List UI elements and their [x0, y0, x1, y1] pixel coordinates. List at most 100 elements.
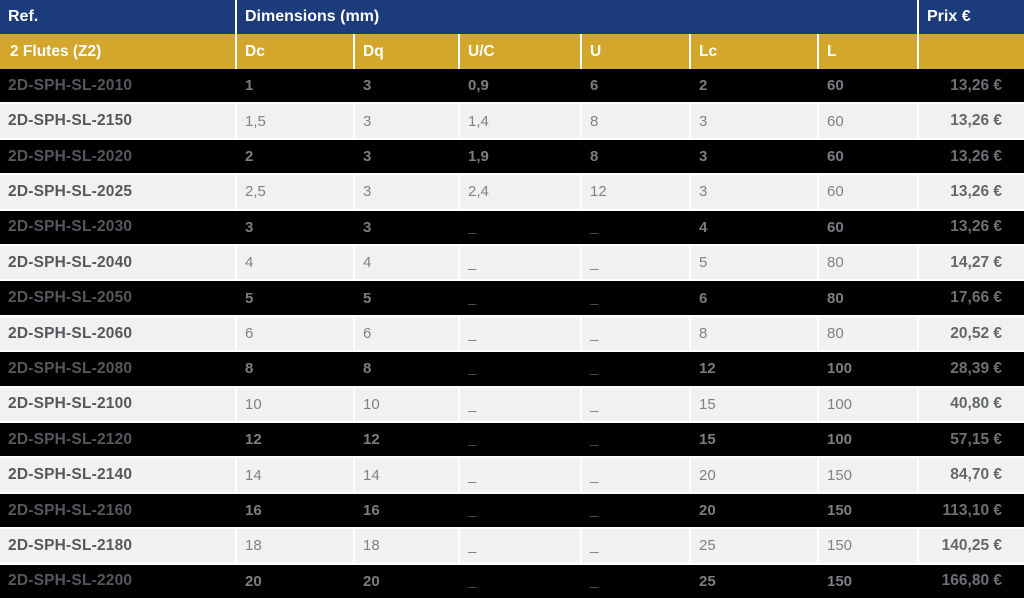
uc-cell: _	[458, 529, 580, 563]
header-dc-label: Dc	[235, 34, 353, 69]
prix-cell: 40,80 €	[917, 387, 1024, 422]
u-cell: _	[580, 316, 689, 351]
lc-cell: 12	[699, 360, 716, 378]
l-cell: 60	[827, 218, 844, 236]
l-cell: 100	[827, 360, 853, 378]
l-cell: 60	[827, 148, 844, 166]
ref-cell: 2D-SPH-SL-2025	[8, 182, 133, 200]
dq-cell: 10	[353, 387, 458, 422]
prix-cell: 13,26 €	[917, 104, 1024, 138]
uc-cell: 0,9	[468, 77, 489, 95]
dc-cell: 1	[245, 77, 254, 95]
table-row: 2D-SPH-SL-2200 20 20 _ _ 25 150 166,80 €	[0, 562, 1024, 598]
table-row: 2D-SPH-SL-2160 16 16 _ _ 20 150 113,10 €	[0, 491, 1024, 528]
dc-cell: 18	[235, 529, 353, 563]
header-dq-label: Dq	[353, 34, 458, 69]
dc-cell: 6	[235, 316, 353, 351]
table-header-sub: 2 Flutes (Z2) Dc Dq U/C U Lc L	[0, 34, 1024, 69]
dc-cell: 3	[245, 218, 254, 236]
uc-cell: _	[458, 316, 580, 351]
ref-cell: 2D-SPH-SL-2020	[8, 147, 133, 165]
l-cell: 80	[827, 289, 844, 307]
prix-cell: 14,27 €	[917, 246, 1024, 280]
dq-cell: 3	[363, 148, 372, 166]
table-row: 2D-SPH-SL-2040 4 4 _ _ 5 80 14,27 €	[0, 244, 1024, 280]
lc-cell: 15	[689, 387, 817, 422]
ref-cell: 2D-SPH-SL-2010	[8, 76, 133, 94]
lc-cell: 25	[689, 529, 817, 563]
header-prix-label: Prix €	[917, 0, 1024, 34]
prix-cell: 13,26 €	[950, 218, 1002, 236]
uc-cell: _	[458, 246, 580, 280]
u-cell: 8	[580, 104, 689, 138]
uc-cell: _	[468, 502, 477, 520]
table-row: 2D-SPH-SL-2030 3 3 _ _ 4 60 13,26 €	[0, 208, 1024, 245]
table-row: 2D-SPH-SL-2180 18 18 _ _ 25 150 140,25 €	[0, 527, 1024, 563]
u-cell: 8	[590, 148, 599, 166]
l-cell: 60	[827, 77, 844, 95]
prix-cell: 13,26 €	[950, 147, 1002, 165]
prix-cell: 166,80 €	[941, 572, 1002, 590]
dc-cell: 20	[245, 572, 262, 590]
dq-cell: 12	[363, 431, 380, 449]
table-body: 2D-SPH-SL-2010 1 3 0,9 6 2 60 13,26 €2D-SPH-SL-…	[0, 69, 1024, 598]
ref-cell: 2D-SPH-SL-2060	[8, 324, 133, 342]
header-prix-spacer	[917, 34, 1024, 69]
lc-cell: 20	[689, 458, 817, 492]
u-cell: _	[590, 572, 599, 590]
u-cell: _	[590, 289, 599, 307]
u-cell: _	[580, 246, 689, 280]
table-row: 2D-SPH-SL-2060 6 6 _ _ 8 80 20,52 €	[0, 314, 1024, 351]
dq-cell: 3	[353, 175, 458, 209]
dq-cell: 18	[353, 529, 458, 563]
table-row: 2D-SPH-SL-2020 2 3 1,9 8 3 60 13,26 €	[0, 137, 1024, 174]
table-row: 2D-SPH-SL-2140 14 14 _ _ 20 150 84,70 €	[0, 456, 1024, 492]
prix-cell: 13,26 €	[950, 76, 1002, 94]
uc-cell: 1,9	[468, 148, 489, 166]
header-u-label: U	[580, 34, 689, 69]
uc-cell: _	[458, 387, 580, 422]
uc-cell: _	[468, 572, 477, 590]
u-cell: _	[580, 529, 689, 563]
dc-cell: 8	[245, 360, 254, 378]
dc-cell: 12	[245, 431, 262, 449]
prix-cell: 84,70 €	[917, 458, 1024, 492]
table-row: 2D-SPH-SL-2050 5 5 _ _ 6 80 17,66 €	[0, 279, 1024, 315]
dc-cell: 1,5	[235, 104, 353, 138]
table-row: 2D-SPH-SL-2150 1,5 3 1,4 8 3 60 13,26 €	[0, 102, 1024, 138]
uc-cell: _	[468, 218, 477, 236]
l-cell: 60	[817, 104, 917, 138]
prix-cell: 20,52 €	[917, 316, 1024, 351]
header-lc-label: Lc	[689, 34, 817, 69]
header-ref-label: Ref.	[8, 8, 39, 25]
l-cell: 100	[827, 431, 853, 449]
table-row: 2D-SPH-SL-2080 8 8 _ _ 12 100 28,39 €	[0, 350, 1024, 386]
dq-cell: 16	[363, 502, 380, 520]
u-cell: 6	[590, 77, 599, 95]
lc-cell: 25	[699, 572, 716, 590]
lc-cell: 5	[689, 246, 817, 280]
dq-cell: 3	[363, 77, 372, 95]
ref-cell: 2D-SPH-SL-2200	[8, 572, 133, 590]
prix-cell: 140,25 €	[917, 529, 1024, 563]
uc-cell: _	[468, 360, 477, 378]
ref-cell: 2D-SPH-SL-2040	[8, 253, 133, 271]
l-cell: 100	[817, 387, 917, 422]
lc-cell: 2	[699, 77, 708, 95]
l-cell: 150	[817, 458, 917, 492]
l-cell: 80	[817, 246, 917, 280]
u-cell: _	[590, 431, 599, 449]
table-row: 2D-SPH-SL-2010 1 3 0,9 6 2 60 13,26 €	[0, 69, 1024, 103]
dq-cell: 14	[353, 458, 458, 492]
u-cell: 12	[580, 175, 689, 209]
dq-cell: 6	[353, 316, 458, 351]
lc-cell: 3	[699, 148, 708, 166]
ref-cell: 2D-SPH-SL-2160	[8, 501, 133, 519]
table-row: 2D-SPH-SL-2025 2,5 3 2,4 12 3 60 13,26 €	[0, 173, 1024, 209]
prix-cell: 57,15 €	[950, 430, 1002, 448]
ref-cell: 2D-SPH-SL-2180	[8, 536, 133, 554]
dc-cell: 4	[235, 246, 353, 280]
dq-cell: 8	[363, 360, 372, 378]
u-cell: _	[590, 218, 599, 236]
ref-cell: 2D-SPH-SL-2100	[8, 395, 133, 413]
